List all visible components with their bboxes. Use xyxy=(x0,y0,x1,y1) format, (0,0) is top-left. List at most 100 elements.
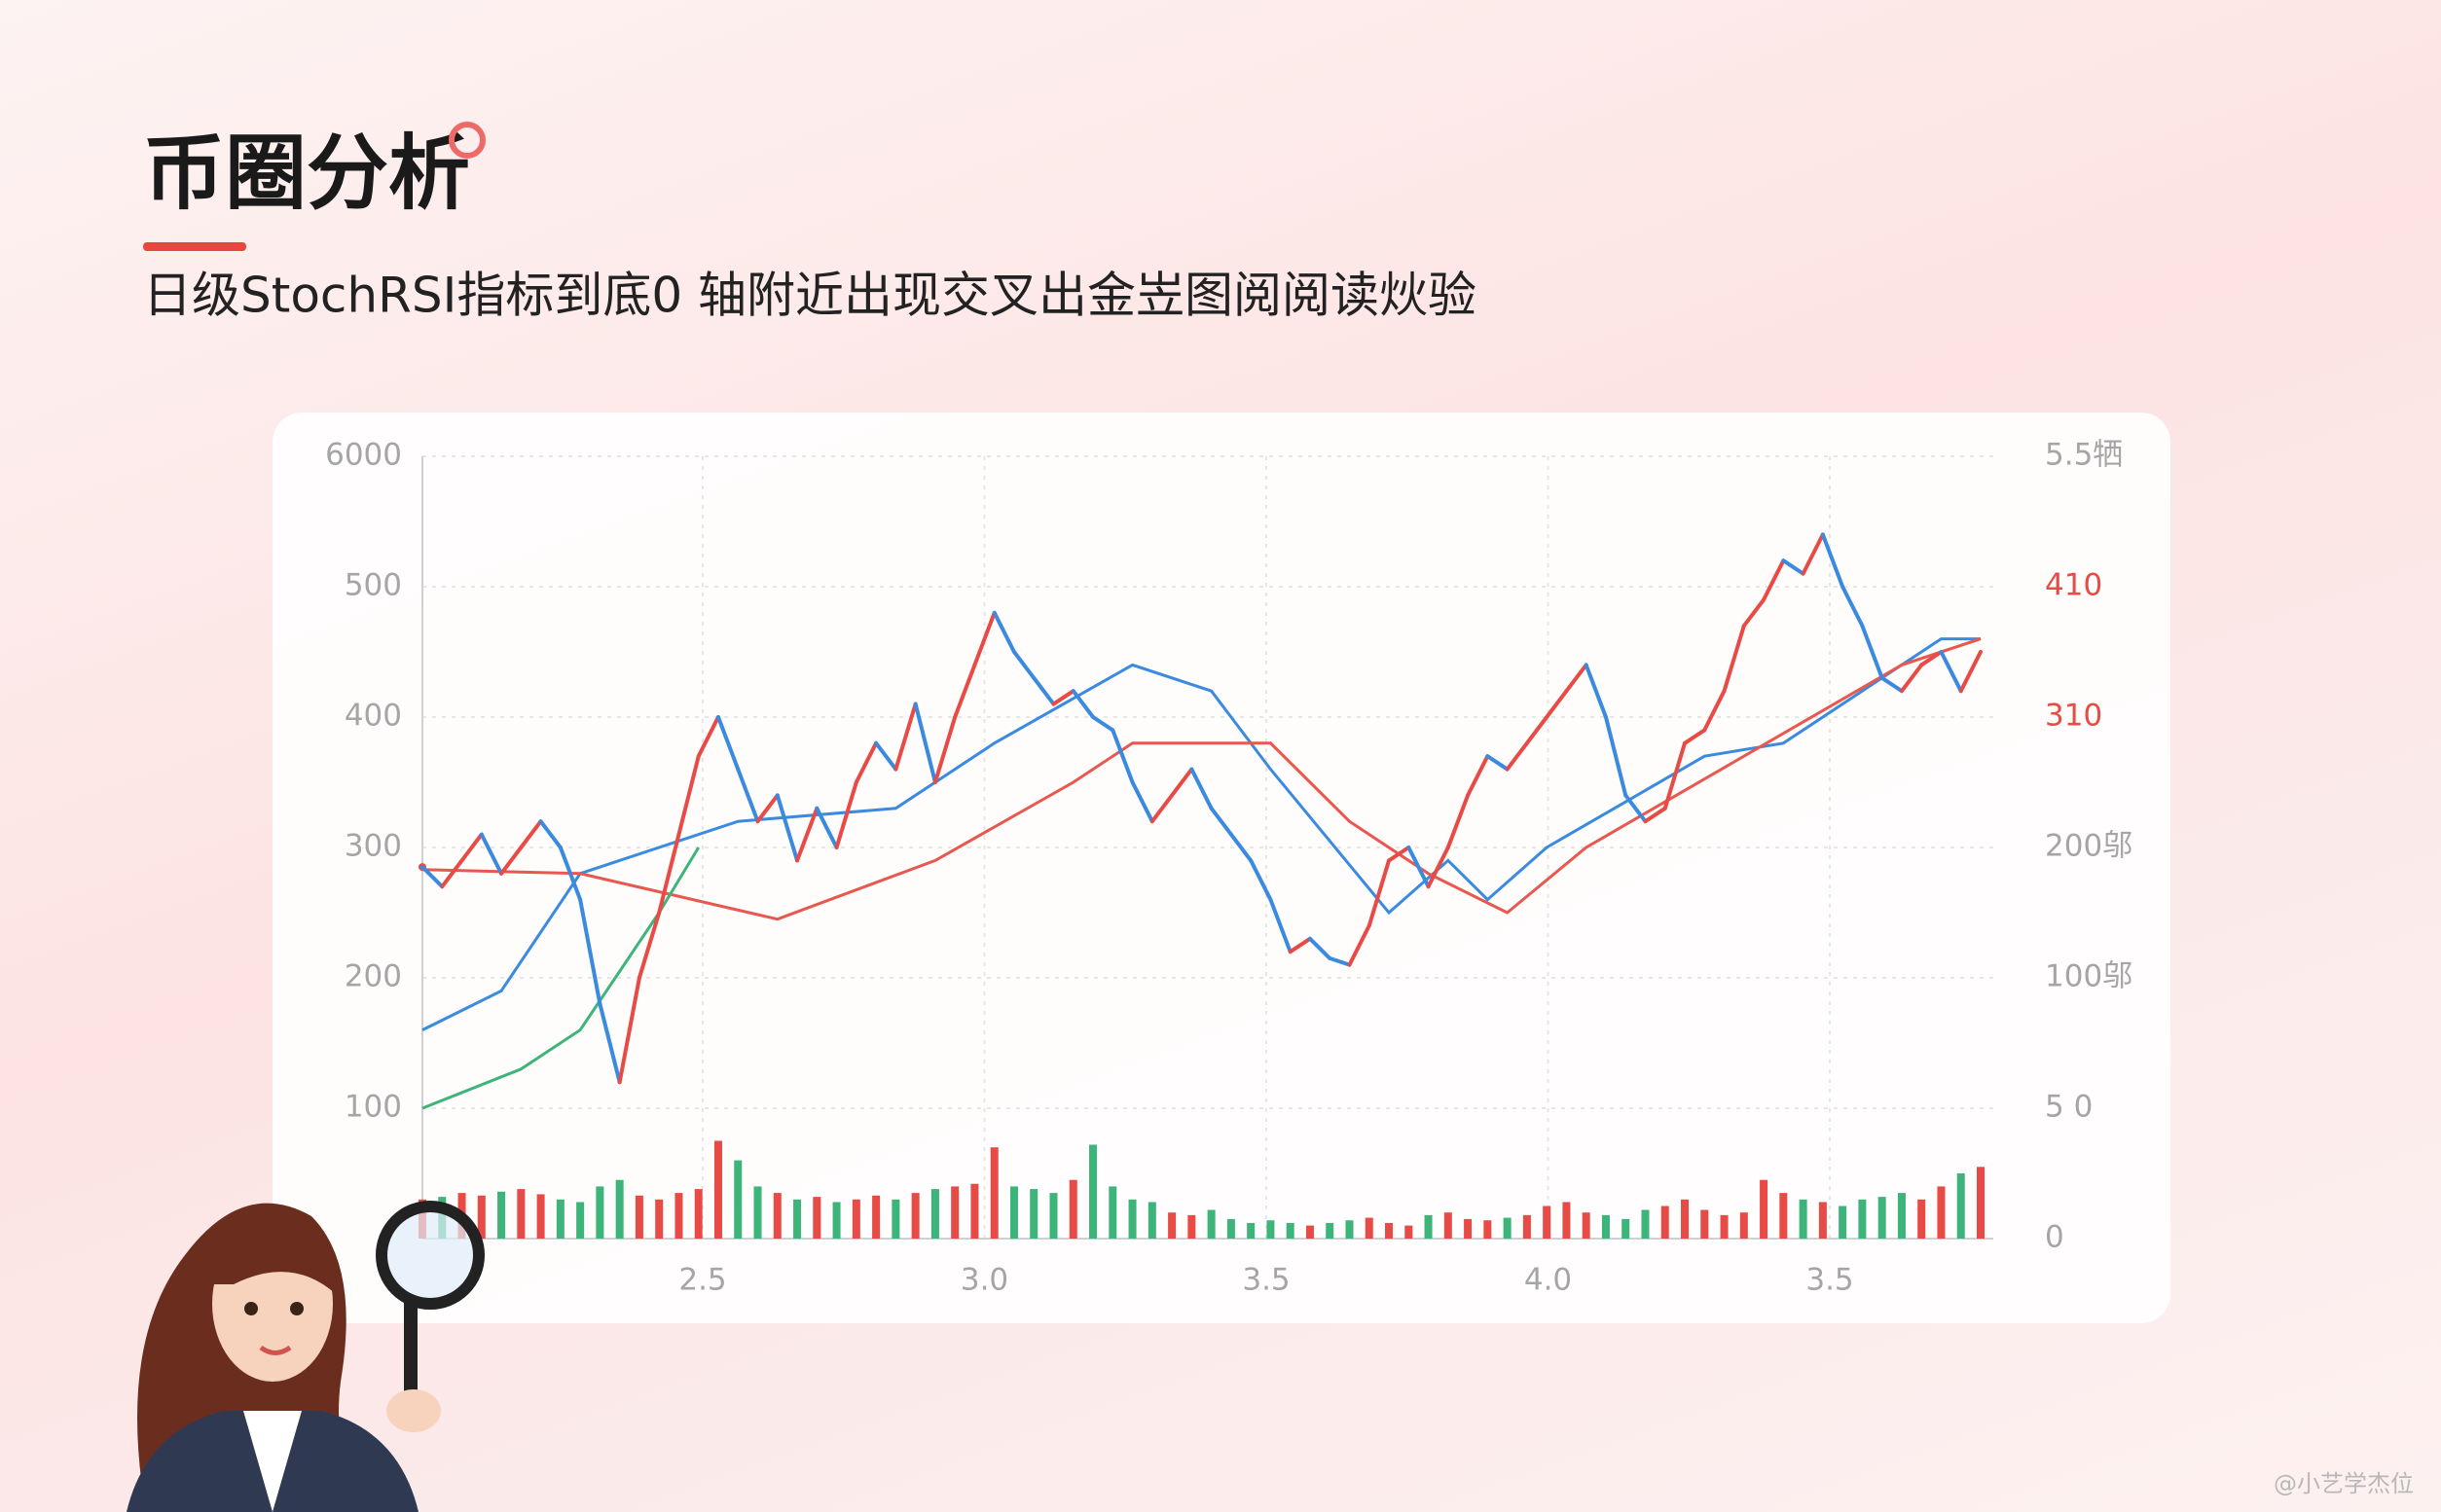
y-tick-label: 100 xyxy=(345,1090,402,1125)
volume-bar xyxy=(852,1199,860,1239)
volume-bar xyxy=(1700,1209,1709,1239)
y-tick-label: 500 xyxy=(345,568,402,603)
volume-bar xyxy=(1522,1214,1531,1239)
price-segment xyxy=(1564,663,1588,694)
volume-bar xyxy=(1799,1199,1807,1239)
price-segment xyxy=(1860,624,1884,680)
volume-bar xyxy=(813,1197,821,1239)
title-underline xyxy=(143,242,246,251)
price-segment xyxy=(1366,858,1392,928)
subtitle: 日级StochRSI指标到底0 轴附近出现交叉出金岦图阅阅读炏验 xyxy=(143,268,1476,324)
price-segment xyxy=(1485,754,1510,772)
volume-bar xyxy=(556,1199,565,1239)
price-segment xyxy=(1209,806,1233,837)
volume-bar xyxy=(753,1186,762,1239)
volume-bar xyxy=(1760,1179,1768,1239)
price-segment xyxy=(1249,858,1273,902)
price-segment xyxy=(1328,955,1352,967)
price-segment xyxy=(479,832,504,876)
volume-bar xyxy=(1739,1212,1748,1239)
volume-bar xyxy=(1601,1214,1610,1239)
volume-bar xyxy=(1483,1220,1492,1239)
presenter-illustration xyxy=(127,1201,485,1512)
price-segment xyxy=(1032,675,1056,706)
chart-card xyxy=(273,413,2170,1323)
price-segment xyxy=(795,806,820,863)
volume-bar xyxy=(990,1147,999,1239)
volume-bar xyxy=(1720,1214,1729,1239)
volume-bar xyxy=(1326,1222,1334,1239)
price-segment xyxy=(578,897,602,1006)
price-segment xyxy=(1683,728,1707,745)
price-segment xyxy=(1130,780,1154,824)
y-tick-label: 400 xyxy=(345,699,402,734)
volume-bar xyxy=(1897,1193,1906,1239)
price-segment xyxy=(1820,532,1845,589)
volume-bar xyxy=(1187,1214,1196,1239)
y-tick-label: 300 xyxy=(345,829,402,864)
price-segment xyxy=(1268,897,1293,954)
volume-bar xyxy=(930,1189,939,1239)
price-segment xyxy=(459,832,484,863)
price-segment xyxy=(1071,689,1096,719)
price-segment xyxy=(1347,923,1371,967)
price-segment xyxy=(1051,689,1075,706)
price-segment xyxy=(696,715,720,759)
price-segment xyxy=(1584,663,1608,719)
volume-bar xyxy=(674,1193,683,1239)
price-segment xyxy=(1288,936,1312,954)
price-segment xyxy=(1466,754,1490,798)
volume-bar xyxy=(1049,1193,1058,1239)
price-segment xyxy=(1899,663,1924,694)
average-line xyxy=(421,637,1981,1031)
volume-bar xyxy=(1069,1179,1077,1239)
volume-bar xyxy=(1089,1144,1098,1239)
price-segment xyxy=(755,793,780,824)
y2-tick-label: 0 xyxy=(2045,1220,2064,1255)
y2-tick-label: 410 xyxy=(2045,568,2102,603)
price-segment xyxy=(1741,597,1767,629)
volume-bar xyxy=(1424,1214,1433,1239)
price-segment xyxy=(1387,846,1411,863)
volume-bar xyxy=(793,1199,802,1239)
volume-bar xyxy=(1956,1173,1965,1239)
x-tick-label: 2.5 xyxy=(678,1263,726,1298)
volume-bar xyxy=(1582,1212,1590,1239)
volume-bar xyxy=(1877,1197,1886,1239)
price-segment xyxy=(1545,689,1569,719)
volume-bar xyxy=(635,1195,643,1239)
volume-bar xyxy=(1977,1167,1985,1239)
volume-bar xyxy=(1305,1225,1314,1239)
price-segment xyxy=(1149,793,1175,824)
price-segment xyxy=(1505,740,1529,772)
volume-bar xyxy=(615,1179,624,1239)
volume-bar xyxy=(1839,1206,1847,1239)
price-segment xyxy=(1445,793,1471,849)
volume-bar xyxy=(1464,1218,1473,1239)
volume-bar xyxy=(1660,1206,1669,1239)
price-segment xyxy=(913,702,937,784)
volume-bar xyxy=(1858,1199,1867,1239)
price-segment xyxy=(815,806,839,849)
price-segment xyxy=(1762,558,1786,602)
page-title: 币圈分析 xyxy=(143,126,470,221)
volume-bar xyxy=(576,1202,585,1239)
price-segment xyxy=(1603,715,1628,798)
volume-bar xyxy=(517,1189,526,1239)
price-segment xyxy=(1406,846,1431,889)
price-segment xyxy=(1781,558,1805,576)
volume-bar xyxy=(832,1202,841,1239)
volume-bar xyxy=(1148,1202,1156,1239)
volume-bar xyxy=(734,1160,743,1239)
price-segment xyxy=(637,911,662,980)
y2-tick-label: 200邬 xyxy=(2045,829,2132,864)
volume-bar xyxy=(1009,1186,1018,1239)
price-segment xyxy=(953,663,977,719)
y2-tick-label: 5 0 xyxy=(2045,1090,2093,1125)
price-segment xyxy=(834,780,858,849)
volume-bar xyxy=(1345,1220,1354,1239)
volume-bar xyxy=(477,1195,486,1239)
volume-bar xyxy=(1641,1209,1650,1239)
price-segment xyxy=(1170,767,1194,798)
